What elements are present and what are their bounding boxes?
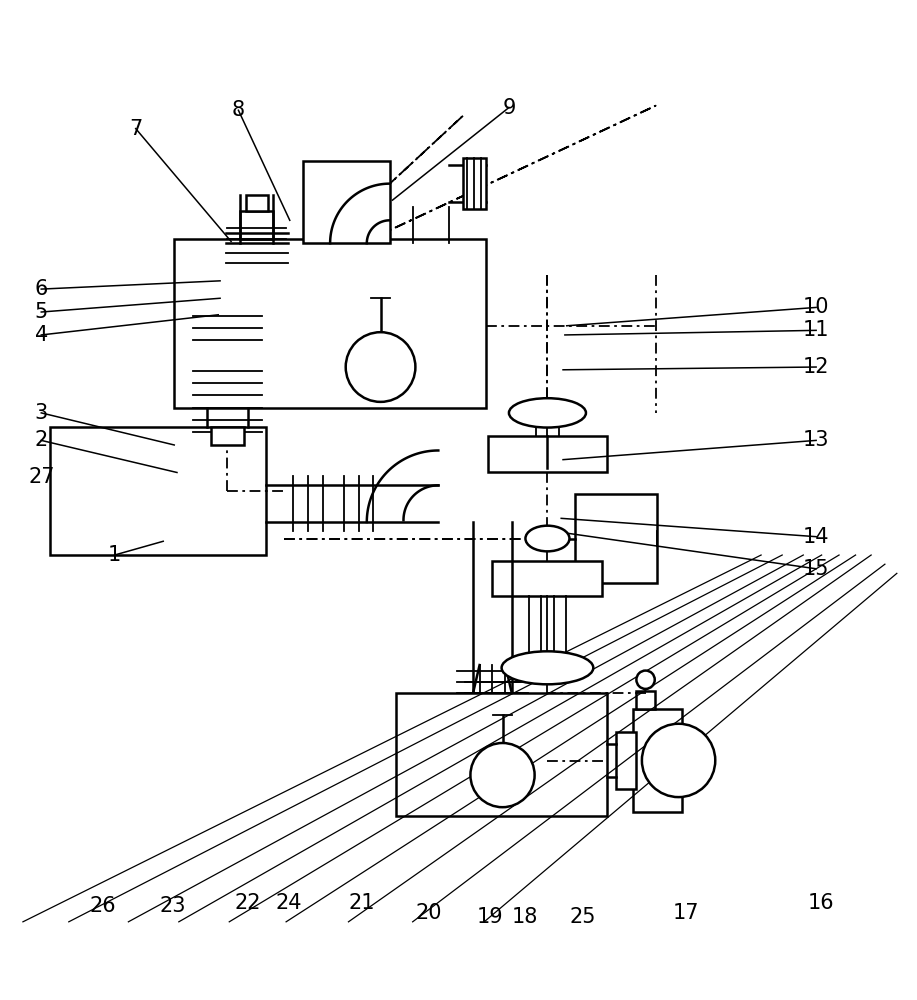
- Text: 12: 12: [803, 357, 829, 377]
- Bar: [246, 195, 268, 211]
- Text: 5: 5: [35, 302, 48, 322]
- Text: 4: 4: [35, 325, 48, 345]
- Text: 8: 8: [232, 100, 245, 120]
- Bar: [633, 709, 682, 812]
- Bar: [616, 732, 636, 789]
- Text: 18: 18: [512, 907, 537, 927]
- Text: 17: 17: [673, 903, 699, 923]
- Text: 13: 13: [803, 430, 829, 450]
- Bar: [303, 161, 390, 243]
- Text: 11: 11: [803, 320, 829, 340]
- Text: 21: 21: [349, 893, 375, 913]
- Bar: [396, 693, 607, 816]
- Text: 27: 27: [28, 467, 54, 487]
- Bar: [463, 158, 486, 209]
- Bar: [240, 211, 273, 239]
- Circle shape: [346, 332, 415, 402]
- Circle shape: [636, 671, 655, 689]
- Text: 25: 25: [569, 907, 595, 927]
- Bar: [636, 691, 655, 709]
- Text: 7: 7: [129, 119, 142, 139]
- Circle shape: [470, 743, 535, 807]
- Text: 16: 16: [807, 893, 834, 913]
- Bar: [575, 494, 657, 583]
- Text: 10: 10: [803, 297, 829, 317]
- Bar: [492, 561, 602, 596]
- Ellipse shape: [509, 398, 586, 428]
- Text: 19: 19: [476, 907, 503, 927]
- Text: 6: 6: [35, 279, 48, 299]
- Text: 2: 2: [35, 430, 48, 450]
- Text: 3: 3: [35, 403, 48, 423]
- Text: 26: 26: [89, 896, 116, 916]
- Bar: [211, 427, 244, 445]
- Bar: [50, 427, 266, 555]
- Bar: [488, 436, 607, 472]
- Text: 20: 20: [416, 903, 442, 923]
- Text: 14: 14: [803, 527, 829, 547]
- Bar: [174, 239, 486, 408]
- Text: 15: 15: [803, 559, 829, 579]
- Text: 1: 1: [108, 545, 121, 565]
- Text: 23: 23: [160, 896, 185, 916]
- Text: 9: 9: [503, 98, 515, 118]
- Circle shape: [642, 724, 715, 797]
- Text: 22: 22: [235, 893, 260, 913]
- Ellipse shape: [502, 651, 593, 684]
- Text: 24: 24: [276, 893, 302, 913]
- Ellipse shape: [525, 526, 569, 551]
